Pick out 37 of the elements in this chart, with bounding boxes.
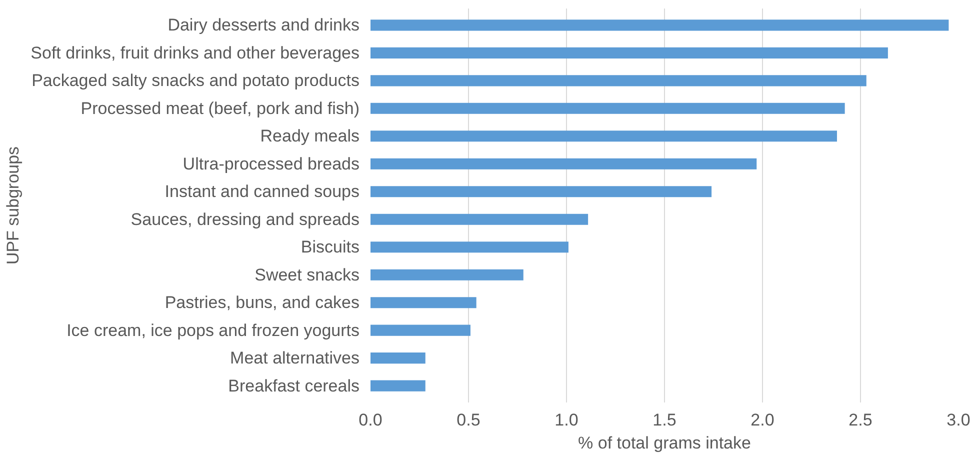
bar	[370, 75, 866, 86]
bar	[370, 380, 426, 392]
x-tick-label: 1.0	[554, 410, 578, 430]
x-tick-label: 0.0	[358, 410, 382, 430]
bar	[370, 158, 757, 170]
x-tick-label: 3.0	[946, 410, 970, 430]
x-tick-label: 2.5	[848, 410, 872, 430]
y-tick-label: Meat alternatives	[230, 348, 360, 368]
y-tick-label: Instant and canned soups	[164, 182, 360, 202]
bar	[370, 102, 845, 114]
y-tick-label: Ready meals	[260, 126, 360, 146]
bar	[370, 352, 426, 364]
y-tick-label: Sauces, dressing and spreads	[130, 210, 360, 229]
y-tick-label: Soft drinks, fruit drinks and other beverages	[30, 43, 360, 62]
bar	[370, 324, 470, 336]
y-tick-label: Sweet snacks	[254, 265, 360, 284]
x-tick-label: 1.5	[652, 410, 676, 430]
y-tick-label: Breakfast cereals	[228, 376, 360, 396]
y-tick-label: Biscuits	[300, 238, 360, 257]
y-tick-label: Packaged salty snacks and potato products	[32, 71, 360, 90]
bar	[370, 186, 712, 198]
x-tick-label: 2.0	[750, 410, 774, 430]
y-tick-label: Processed meat (beef, pork and fish)	[80, 98, 360, 118]
bar	[370, 269, 524, 280]
bar	[370, 130, 837, 142]
bar	[370, 47, 888, 58]
y-tick-label: Pastries, buns, and cakes	[164, 293, 360, 312]
y-tick-label: Ice cream, ice pops and frozen yogurts	[66, 320, 360, 340]
y-tick-label: Dairy desserts and drinks	[168, 16, 360, 35]
bar	[370, 242, 568, 253]
y-axis-title: UPF subgroups	[4, 146, 23, 265]
x-axis-title: % of total grams intake	[578, 434, 751, 452]
x-tick-label: 0.5	[456, 410, 480, 430]
y-tick-label: Ultra-processed breads	[182, 154, 360, 174]
bar	[370, 20, 949, 31]
bar	[370, 214, 588, 225]
bar	[370, 297, 476, 308]
